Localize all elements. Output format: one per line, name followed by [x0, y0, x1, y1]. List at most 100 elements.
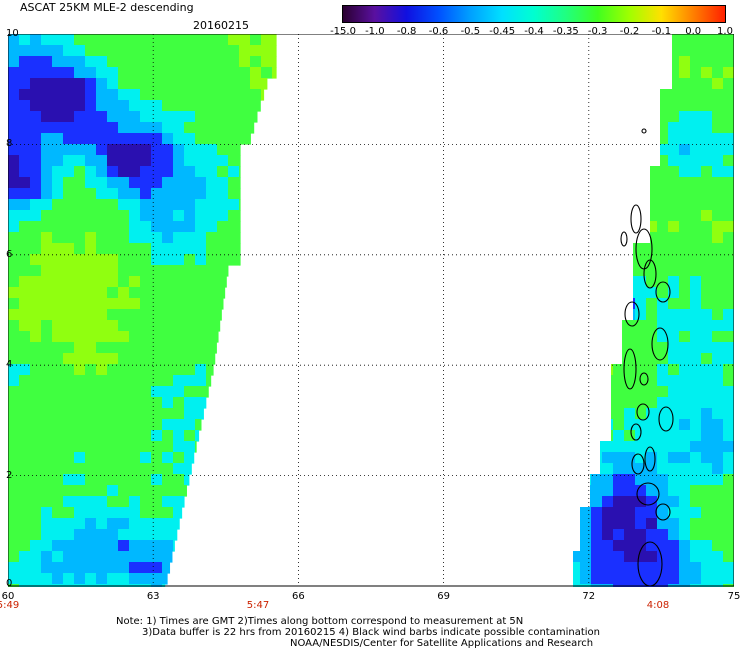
- wind-cell: [701, 496, 713, 508]
- wind-cell: [52, 573, 64, 585]
- wind-cell: [30, 562, 42, 574]
- wind-cell: [96, 133, 108, 145]
- wind-cell: [679, 34, 691, 46]
- wind-cell: [602, 573, 614, 585]
- latitude-label: 2: [6, 469, 13, 481]
- wind-cell: [712, 144, 724, 156]
- wind-cell: [646, 573, 658, 585]
- wind-cell: [679, 56, 691, 68]
- wind-cell: [679, 287, 691, 299]
- wind-cell: [228, 133, 240, 145]
- wind-cell: [52, 56, 64, 68]
- wind-cell: [162, 67, 174, 79]
- wind-cell: [173, 507, 183, 519]
- wind-cell: [635, 474, 647, 486]
- wind-cell: [206, 210, 218, 222]
- wind-cell: [184, 474, 190, 486]
- wind-cell: [30, 56, 42, 68]
- wind-cell: [217, 100, 229, 112]
- wind-cell: [63, 78, 75, 90]
- atoll-outline: [631, 453, 645, 475]
- wind-cell: [184, 254, 196, 266]
- wind-cell: [30, 155, 42, 167]
- wind-cell: [195, 210, 207, 222]
- wind-cell: [52, 375, 64, 387]
- wind-cell: [129, 375, 141, 387]
- wind-cell: [74, 199, 86, 211]
- wind-cell: [590, 474, 592, 486]
- wind-cell: [41, 111, 53, 123]
- wind-cell: [107, 243, 119, 255]
- wind-cell: [162, 496, 174, 508]
- wind-cell: [118, 78, 130, 90]
- wind-cell: [602, 507, 614, 519]
- wind-cell: [184, 89, 196, 101]
- wind-cell: [657, 507, 669, 519]
- wind-cell: [195, 100, 207, 112]
- wind-cell: [19, 452, 31, 464]
- wind-cell: [635, 507, 647, 519]
- wind-cell: [195, 89, 207, 101]
- wind-cell: [129, 111, 141, 123]
- wind-cell: [624, 430, 636, 442]
- wind-cell: [723, 78, 734, 90]
- wind-cell: [250, 78, 262, 90]
- wind-cell: [63, 287, 75, 299]
- wind-cell: [668, 353, 680, 365]
- wind-cell: [635, 298, 647, 310]
- wind-cell: [85, 155, 97, 167]
- wind-cell: [690, 254, 702, 266]
- wind-cell: [129, 133, 141, 145]
- wind-cell: [151, 452, 163, 464]
- wind-cell: [679, 573, 691, 585]
- wind-cell: [679, 133, 691, 145]
- wind-cell: [611, 364, 614, 376]
- wind-cell: [173, 111, 185, 123]
- wind-cell: [118, 309, 130, 321]
- wind-cell: [118, 507, 130, 519]
- wind-cell: [96, 243, 108, 255]
- wind-cell: [712, 221, 724, 233]
- wind-cell: [41, 386, 53, 398]
- wind-cell: [624, 375, 636, 387]
- wind-cell: [19, 331, 31, 343]
- wind-cell: [679, 100, 691, 112]
- wind-cell: [657, 364, 669, 376]
- wind-cell: [129, 474, 141, 486]
- wind-cell: [118, 529, 130, 541]
- wind-cell: [690, 474, 702, 486]
- wind-cell: [118, 375, 130, 387]
- wind-cell: [74, 122, 86, 134]
- wind-cell: [173, 430, 185, 442]
- wind-cell: [74, 485, 86, 497]
- wind-cell: [8, 342, 20, 354]
- wind-cell: [679, 485, 691, 497]
- wind-cell: [206, 221, 218, 233]
- wind-cell: [129, 485, 141, 497]
- wind-cell: [8, 111, 20, 123]
- wind-cell: [184, 320, 196, 332]
- wind-cell: [624, 562, 636, 574]
- wind-cell: [723, 254, 734, 266]
- wind-cell: [30, 540, 42, 552]
- wind-cell: [657, 496, 669, 508]
- wind-cell: [573, 573, 581, 585]
- wind-cell: [239, 188, 241, 200]
- wind-cell: [624, 452, 636, 464]
- wind-cell: [633, 276, 636, 288]
- wind-cell: [712, 155, 724, 167]
- wind-cell: [63, 474, 75, 486]
- wind-cell: [41, 276, 53, 288]
- wind-cell: [646, 551, 658, 563]
- wind-cell: [151, 144, 163, 156]
- wind-cell: [96, 540, 108, 552]
- wind-cell: [19, 419, 31, 431]
- wind-cell: [690, 353, 702, 365]
- wind-cell: [672, 78, 680, 90]
- wind-cell: [261, 56, 273, 68]
- wind-cell: [657, 210, 669, 222]
- wind-cell: [635, 485, 647, 497]
- wind-cell: [140, 419, 152, 431]
- wind-cell: [701, 287, 713, 299]
- wind-cell: [668, 111, 680, 123]
